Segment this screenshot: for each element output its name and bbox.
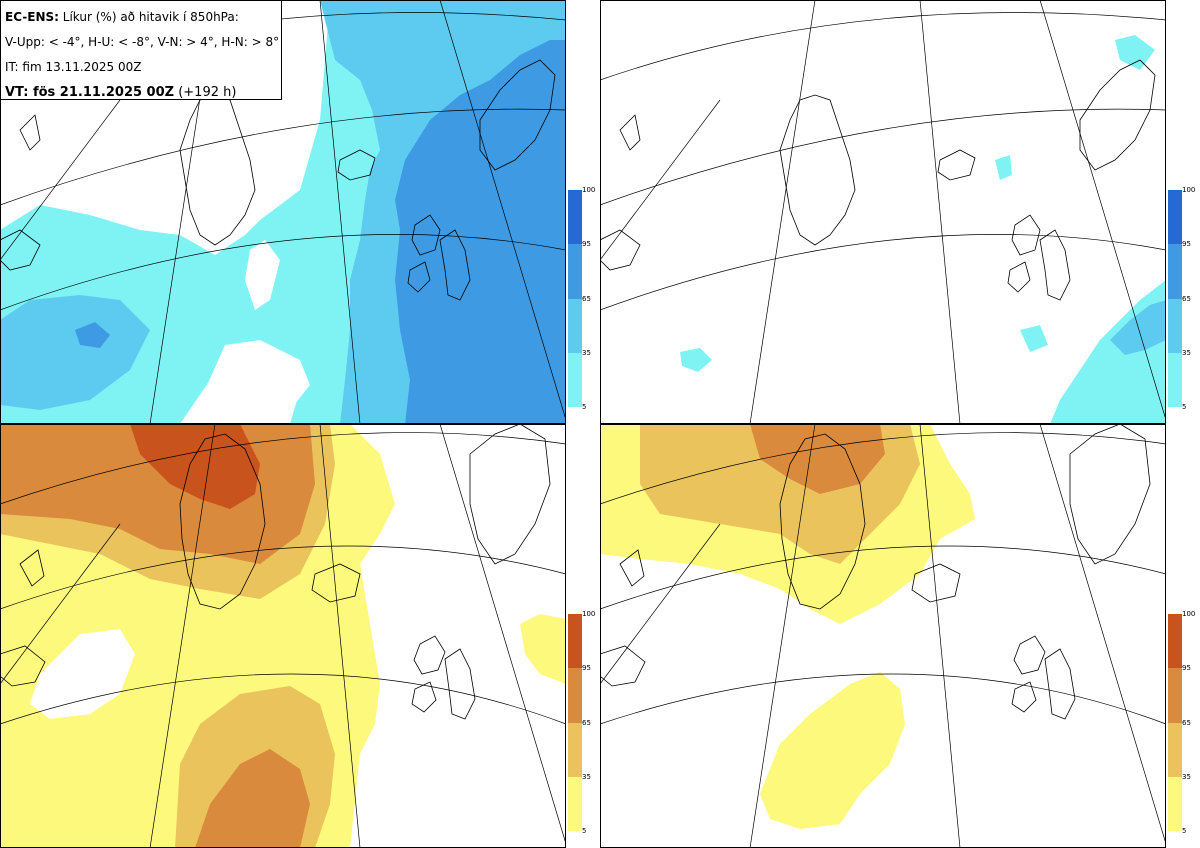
cb-tick-100: 100 <box>582 186 596 194</box>
colorbar-warm-bottom-left <box>568 614 582 831</box>
valid-time: VT: fös 21.11.2025 00Z <box>5 85 175 100</box>
colorbar-seg-max <box>1168 614 1182 668</box>
cb-tick-5: 5 <box>1182 827 1187 835</box>
no-prob-south <box>190 340 310 424</box>
prob-area-low-iceland <box>995 155 1012 180</box>
cb-tick-100: 100 <box>1182 186 1196 194</box>
cb-tick-5: 5 <box>1182 403 1187 411</box>
map-panel-warm-strong <box>600 424 1166 848</box>
cb-tick-65: 65 <box>1182 719 1191 727</box>
colorbar-seg-high <box>1168 244 1182 299</box>
valid-time-line: VT: fös 21.11.2025 00Z (+192 h) <box>5 80 281 105</box>
prob-area-high-south <box>195 749 310 848</box>
title-line-1: EC-ENS: Líkur (%) að hitavik í 850hPa: <box>5 5 281 30</box>
colorbar-seg-low <box>568 777 582 831</box>
cb-tick-35: 35 <box>582 773 591 781</box>
no-prob-north <box>0 90 260 220</box>
prob-area-low-east <box>1050 280 1166 424</box>
model-name: EC-ENS: <box>5 10 59 24</box>
colorbar-cold-top-left <box>568 190 582 407</box>
map-canvas-cold-weak <box>0 0 566 424</box>
map-canvas-warm-weak <box>0 424 566 848</box>
colorbar-seg-mid <box>1168 723 1182 777</box>
map-canvas-warm-strong <box>600 424 1166 848</box>
cb-tick-5: 5 <box>582 403 587 411</box>
cb-tick-65: 65 <box>582 719 591 727</box>
cb-tick-95: 95 <box>582 240 591 248</box>
colorbar-seg-mid <box>1168 299 1182 353</box>
map-panel-warm-weak <box>0 424 566 848</box>
coastlines <box>600 59 1156 301</box>
colorbar-seg-high <box>568 668 582 723</box>
cb-tick-100: 100 <box>1182 610 1196 618</box>
cb-tick-100: 100 <box>582 610 596 618</box>
lead-time: (+192 h) <box>178 85 237 100</box>
cb-tick-95: 95 <box>1182 240 1191 248</box>
coastlines <box>0 424 551 720</box>
title-description: Líkur (%) að hitavik í 850hPa: <box>62 10 239 24</box>
map-panel-cold-weak <box>0 0 566 424</box>
coastlines <box>600 424 1151 720</box>
colorbar-seg-max <box>1168 190 1182 244</box>
colorbar-seg-mid <box>568 299 582 353</box>
colorbar-seg-low <box>1168 353 1182 407</box>
prob-area-low-mid <box>1020 325 1048 352</box>
colorbar-seg-high <box>1168 668 1182 723</box>
cb-tick-5: 5 <box>582 827 587 835</box>
colorbar-cold-top-right <box>1168 190 1182 407</box>
prob-area-high-sw <box>75 322 110 348</box>
cb-tick-95: 95 <box>582 664 591 672</box>
map-canvas-cold-strong <box>600 0 1166 424</box>
cb-tick-35: 35 <box>1182 773 1191 781</box>
cb-tick-65: 65 <box>1182 295 1191 303</box>
colorbar-seg-max <box>568 614 582 668</box>
graticule <box>600 0 1166 424</box>
prob-area-high <box>750 424 885 494</box>
colorbar-seg-low <box>568 353 582 407</box>
map-panel-cold-strong <box>600 0 1166 424</box>
cb-tick-35: 35 <box>1182 349 1191 357</box>
prob-area-max <box>130 424 260 509</box>
prob-area-low-sw <box>680 348 712 372</box>
threshold-line: V-Upp: < -4°, H-U: < -8°, V-N: > 4°, H-N… <box>5 35 280 49</box>
no-prob-west <box>30 629 135 719</box>
prob-area-low-ne <box>1115 35 1155 70</box>
no-prob-greenland-s <box>245 240 280 310</box>
title-box: EC-ENS: Líkur (%) að hitavik í 850hPa: V… <box>0 0 282 100</box>
colorbar-seg-max <box>568 190 582 244</box>
prob-area-low-east <box>520 614 566 684</box>
colorbar-seg-mid <box>568 723 582 777</box>
prob-area-low-south <box>760 672 905 829</box>
prob-area-high <box>395 40 566 424</box>
initial-time: IT: fim 13.11.2025 00Z <box>5 60 142 74</box>
colorbar-warm-bottom-right <box>1168 614 1182 831</box>
cb-tick-65: 65 <box>582 295 591 303</box>
cb-tick-35: 35 <box>582 349 591 357</box>
cb-tick-95: 95 <box>1182 664 1191 672</box>
colorbar-seg-high <box>568 244 582 299</box>
prob-area-mid-sw <box>0 295 150 410</box>
colorbar-seg-low <box>1168 777 1182 831</box>
